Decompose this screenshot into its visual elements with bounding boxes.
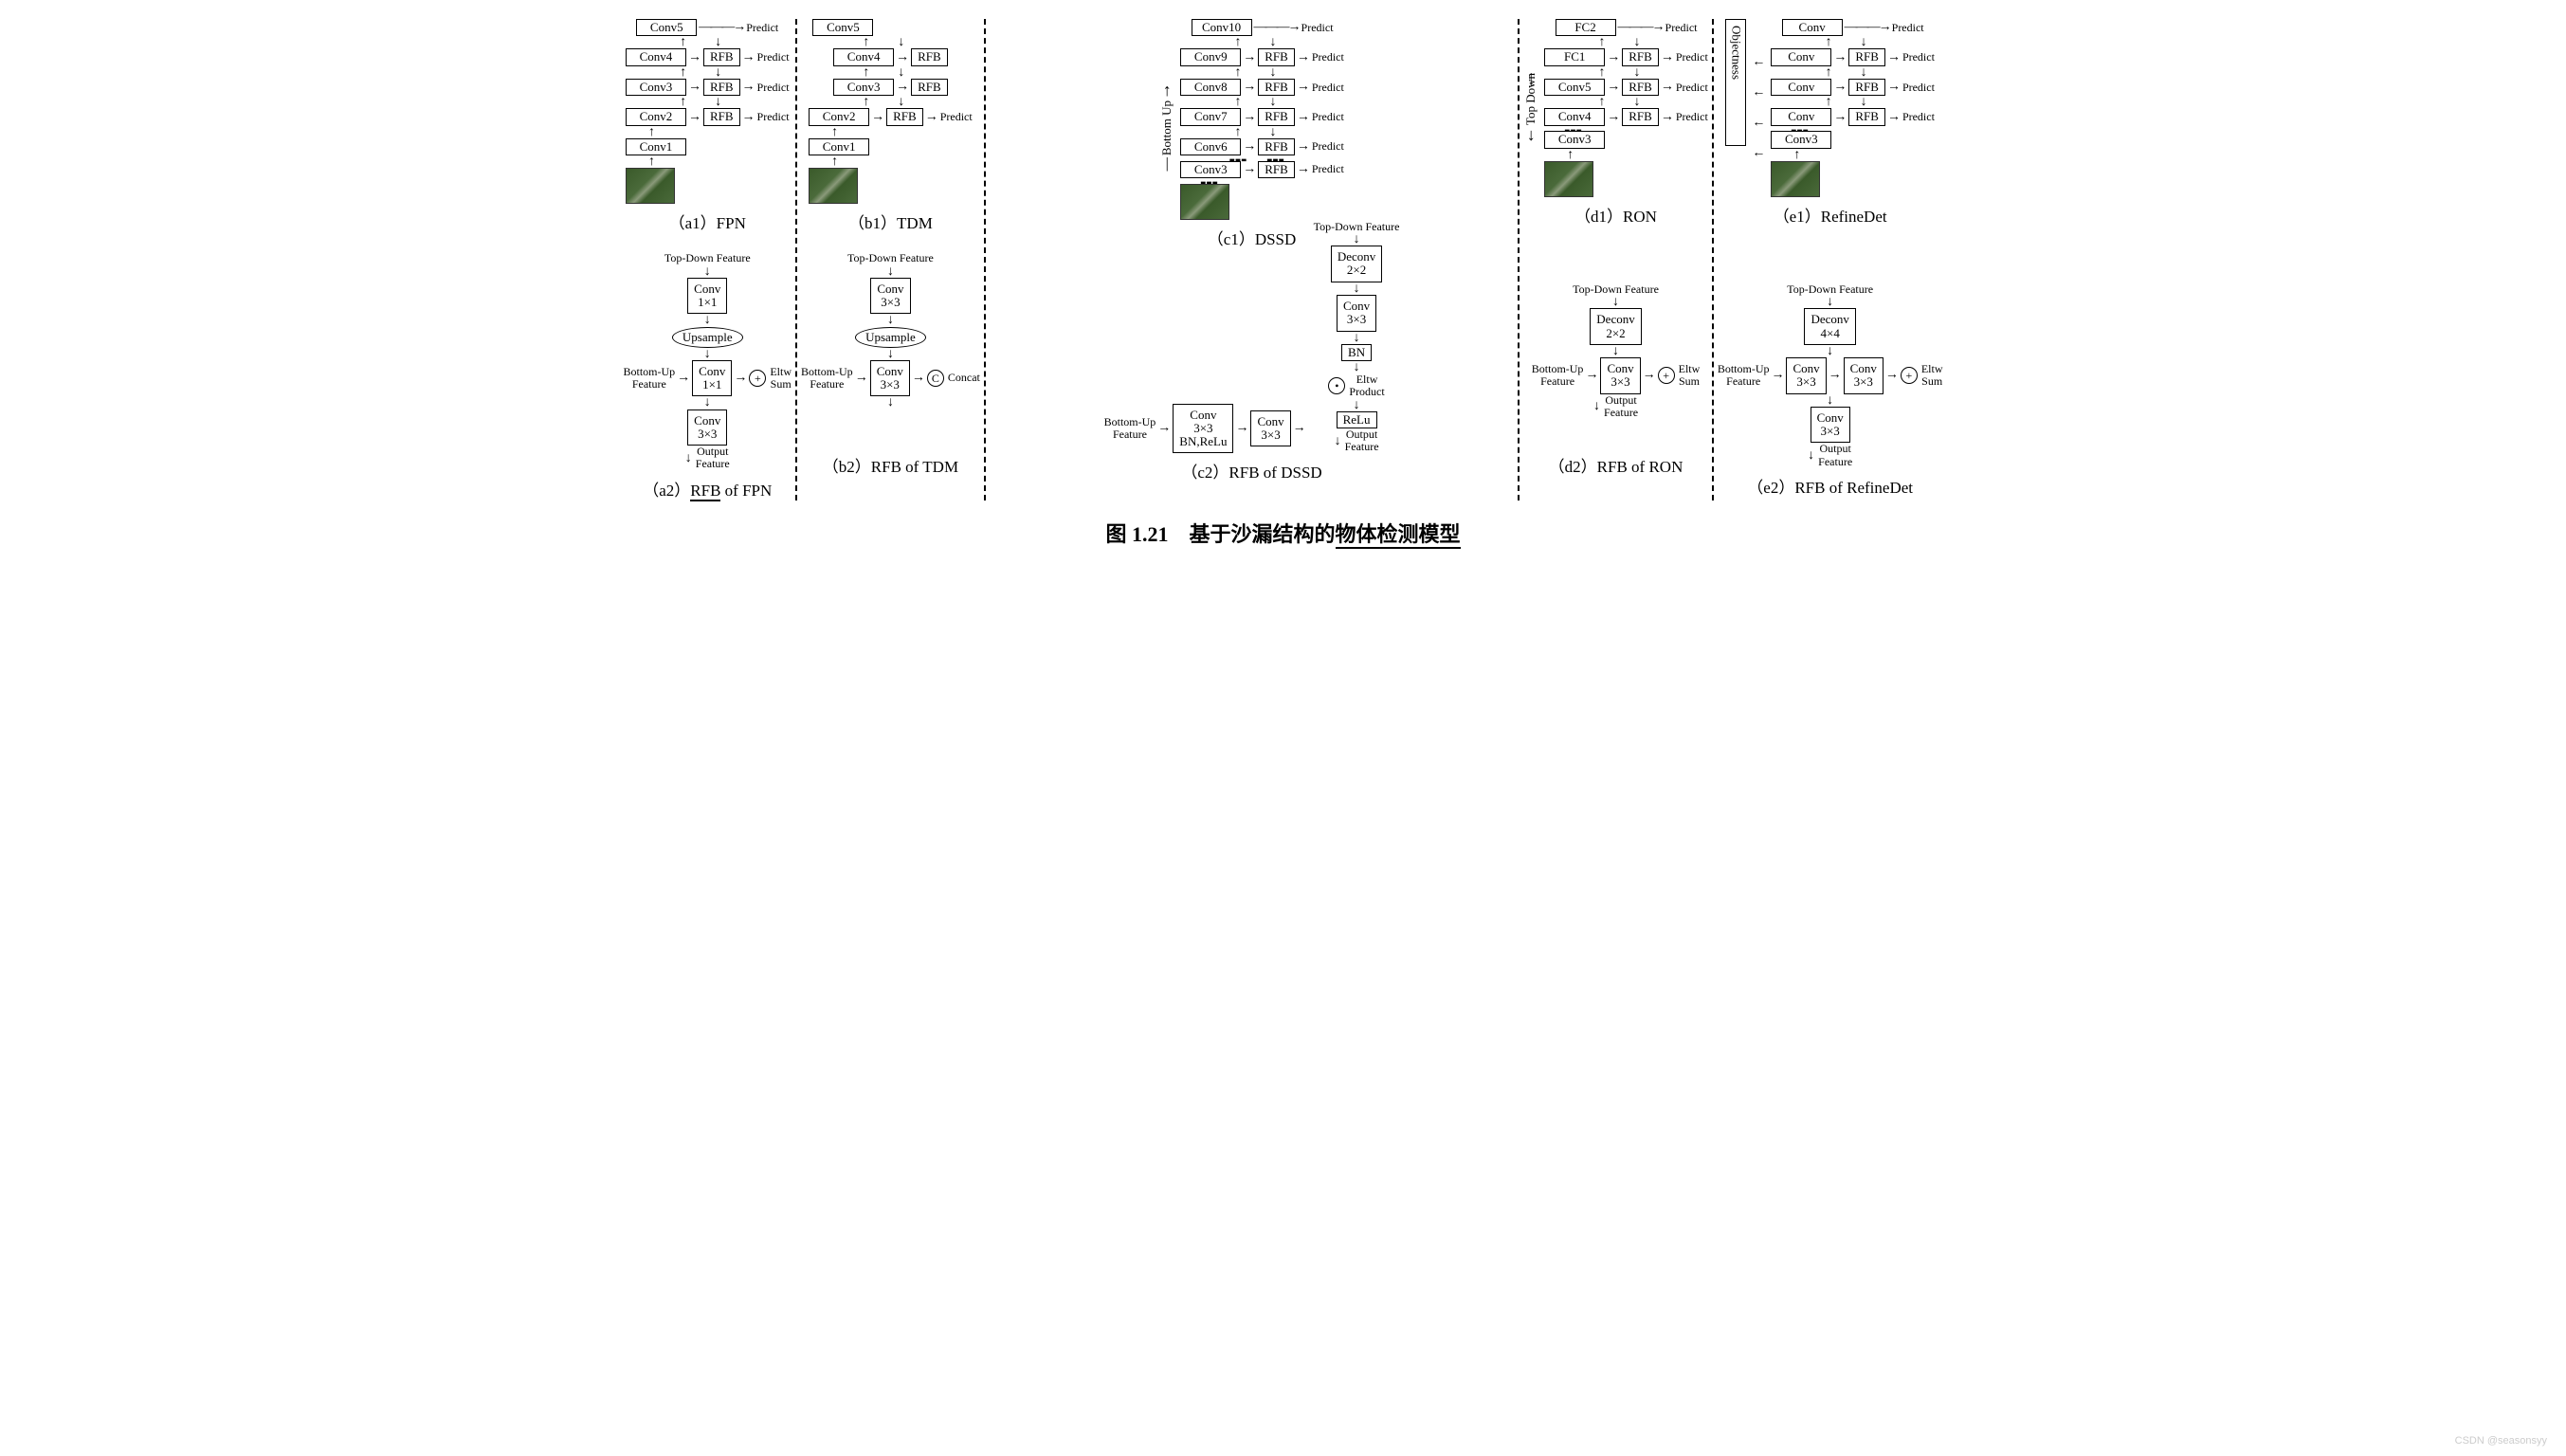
conv5-box: Conv5 — [636, 19, 697, 36]
panel-e: Objectness ← ← ← ← Conv———→Predict ↑↓ Co… — [1714, 19, 1947, 500]
sub-c2: Bottom-UpFeature → Conv3×3BN,ReLu → Conv… — [1104, 221, 1400, 483]
input-image — [1180, 184, 1229, 220]
arrow-right-icon: → — [742, 50, 755, 65]
rfb-box: RFB — [703, 108, 740, 125]
sub-c1: ↑ Bottom Up | Conv10———→Predict ↑↓ Conv9… — [1159, 19, 1344, 249]
arrow-up-icon: ↑ — [680, 37, 686, 47]
conv4-box: Conv4 — [626, 48, 686, 65]
arrow-right-icon: ———→ — [699, 20, 744, 35]
dot-circle-icon: • — [1328, 377, 1345, 394]
input-image — [1771, 161, 1820, 197]
input-image — [809, 168, 858, 204]
conv1-box: Conv1 — [626, 138, 686, 155]
panel-d: | Top Down ↓ FC2———→Predict ↑↓ FC1→RFB→P… — [1520, 19, 1714, 500]
topdown-feature-label: Top-Down Feature — [664, 252, 751, 264]
input-image — [1544, 161, 1593, 197]
caption-a1: （a1）FPN — [669, 209, 746, 233]
arrow-up-icon: ↑ — [1163, 81, 1172, 100]
panel-c: ↑ Bottom Up | Conv10———→Predict ↑↓ Conv9… — [986, 19, 1520, 500]
conv11-box: Conv1×1 — [687, 278, 727, 315]
sub-d2: Top-Down Feature ↓ Deconv2×2 ↓ Bottom-Up… — [1532, 283, 1701, 477]
predict-label: Predict — [746, 22, 778, 34]
panel-a: Conv5———→Predict ↑↓ Conv4→RFB→Predict ↑↓… — [620, 19, 798, 500]
sub-d1: | Top Down ↓ FC2———→Predict ↑↓ FC1→RFB→P… — [1523, 19, 1708, 227]
bottomup-feature-label: Bottom-UpFeature — [624, 366, 676, 391]
sub-a2: Top-Down Feature ↓ Conv1×1 ↓ Upsample ↓ … — [624, 252, 792, 500]
top-down-vlabel: Top Down — [1523, 73, 1538, 125]
panel-b: Conv5 ↑↓ Conv4→RFB ↑↓ Conv3→RFB ↑↓ Conv2… — [797, 19, 986, 500]
objectness-vbox: Objectness — [1725, 19, 1746, 146]
figure-container: Conv5———→Predict ↑↓ Conv4→RFB→Predict ↑↓… — [620, 19, 1947, 548]
predict-label: Predict — [757, 51, 790, 64]
sub-e1: Objectness ← ← ← ← Conv———→Predict ↑↓ Co… — [1725, 19, 1935, 227]
arrow-down-icon: ↓ — [715, 37, 721, 47]
sub-e2: Top-Down Feature ↓ Deconv4×4 ↓ Bottom-Up… — [1718, 283, 1943, 498]
concat-circle-icon: C — [927, 370, 944, 387]
conv2-box: Conv2 — [626, 108, 686, 125]
sub-b1: Conv5 ↑↓ Conv4→RFB ↑↓ Conv3→RFB ↑↓ Conv2… — [809, 19, 973, 233]
bottom-up-vlabel: Bottom Up — [1159, 100, 1174, 155]
plus-circle-icon: + — [749, 370, 766, 387]
conv3-box: Conv3 — [626, 79, 686, 96]
panels-row: Conv5———→Predict ↑↓ Conv4→RFB→Predict ↑↓… — [620, 19, 1947, 500]
input-image — [626, 168, 675, 204]
caption-a2: （a2）RFB of FPN — [643, 477, 772, 500]
rfb-box: RFB — [703, 79, 740, 96]
arrow-down-icon: ↓ — [1527, 125, 1536, 145]
sub-b2: Top-Down Feature ↓ Conv3×3 ↓ Upsample ↓ … — [801, 252, 980, 476]
watermark-label: CSDN @seasonsyy — [2455, 1435, 2547, 1447]
sub-a1: Conv5———→Predict ↑↓ Conv4→RFB→Predict ↑↓… — [626, 19, 790, 233]
rfb-box: RFB — [703, 48, 740, 65]
arrow-right-icon: → — [688, 50, 701, 65]
figure-title: 图 1.21 基于沙漏结构的物体检测模型 — [1105, 518, 1460, 548]
conv11-box: Conv1×1 — [692, 360, 732, 397]
output-feature-label: OutputFeature — [696, 446, 730, 470]
upsample-ellipse: Upsample — [672, 327, 743, 348]
eltw-sum-label: EltwSum — [770, 366, 792, 391]
conv33-box: Conv3×3 — [687, 410, 727, 446]
